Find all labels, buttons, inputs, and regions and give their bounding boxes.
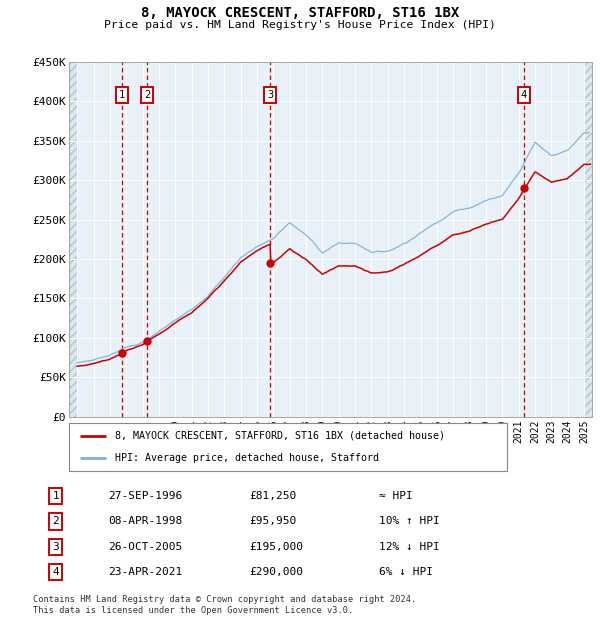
Text: 08-APR-1998: 08-APR-1998 [109,516,183,526]
Text: 1: 1 [52,491,59,501]
Text: 27-SEP-1996: 27-SEP-1996 [109,491,183,501]
Text: 4: 4 [521,90,527,100]
Text: 6% ↓ HPI: 6% ↓ HPI [379,567,433,577]
Text: 23-APR-2021: 23-APR-2021 [109,567,183,577]
Text: 12% ↓ HPI: 12% ↓ HPI [379,542,439,552]
Text: HPI: Average price, detached house, Stafford: HPI: Average price, detached house, Staf… [115,453,379,463]
Text: £95,950: £95,950 [249,516,296,526]
Text: £195,000: £195,000 [249,542,303,552]
Text: 3: 3 [52,542,59,552]
Text: Price paid vs. HM Land Registry's House Price Index (HPI): Price paid vs. HM Land Registry's House … [104,20,496,30]
Text: £81,250: £81,250 [249,491,296,501]
Text: This data is licensed under the Open Government Licence v3.0.: This data is licensed under the Open Gov… [33,606,353,616]
Text: 4: 4 [52,567,59,577]
Text: £290,000: £290,000 [249,567,303,577]
Text: 3: 3 [267,90,274,100]
Text: Contains HM Land Registry data © Crown copyright and database right 2024.: Contains HM Land Registry data © Crown c… [33,595,416,604]
Text: ≈ HPI: ≈ HPI [379,491,412,501]
Text: 10% ↑ HPI: 10% ↑ HPI [379,516,439,526]
Text: 8, MAYOCK CRESCENT, STAFFORD, ST16 1BX (detached house): 8, MAYOCK CRESCENT, STAFFORD, ST16 1BX (… [115,431,445,441]
Text: 26-OCT-2005: 26-OCT-2005 [109,542,183,552]
Text: 1: 1 [119,90,125,100]
Text: 2: 2 [52,516,59,526]
Text: 8, MAYOCK CRESCENT, STAFFORD, ST16 1BX: 8, MAYOCK CRESCENT, STAFFORD, ST16 1BX [141,6,459,20]
Text: 2: 2 [144,90,150,100]
